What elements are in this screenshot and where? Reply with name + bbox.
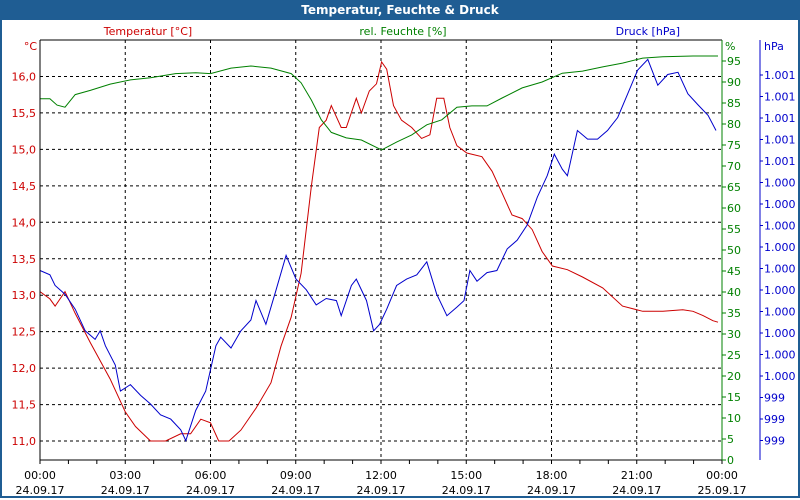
pressure-tick-label: 1.000 <box>764 284 796 297</box>
series-lines <box>39 55 719 442</box>
axes: 00:00 24.09.17 03:00 24.09.17 06:00 24.09.17 0… <box>12 39 796 497</box>
pressure-tick-label: 1.000 <box>764 241 796 254</box>
humidity-tick-label: 10 <box>727 412 741 425</box>
pressure-tick-label: 1.000 <box>764 198 796 211</box>
humidity-tick-label: 55 <box>727 223 741 236</box>
x-tick-time: 15:00 <box>450 469 482 482</box>
humidity-tick-label: 5 <box>727 433 734 446</box>
pressure-tick-label: 1.000 <box>764 177 796 190</box>
series-line-temperature <box>39 60 719 442</box>
humidity-tick-label: 40 <box>727 286 741 299</box>
temperature-tick-label: 11,5 <box>12 399 37 412</box>
humidity-tick-label: 50 <box>727 244 741 257</box>
temperature-tick-label: 13,0 <box>12 289 37 302</box>
humidity-tick-label: 75 <box>727 139 741 152</box>
temperature-unit: °C <box>24 40 38 53</box>
x-tick-time: 06:00 <box>195 469 227 482</box>
series-line-humidity <box>40 55 718 151</box>
humidity-tick-label: 70 <box>727 160 741 173</box>
temperature-tick-label: 16,0 <box>12 70 37 83</box>
humidity-tick-label: 60 <box>727 202 741 215</box>
humidity-tick-label: 90 <box>727 76 741 89</box>
pressure-tick-label: 1.000 <box>764 306 796 319</box>
humidity-tick-label: 0 <box>727 454 734 467</box>
x-tick-date: 24.09.17 <box>442 484 491 497</box>
x-tick-time: 03:00 <box>109 469 141 482</box>
pressure-legend: Druck [hPa] <box>616 25 680 38</box>
temperature-tick-label: 14,5 <box>12 180 37 193</box>
x-tick-date: 24.09.17 <box>612 484 661 497</box>
x-tick-date: 24.09.17 <box>357 484 406 497</box>
series-line-pressure <box>39 58 717 442</box>
humidity-tick-label: 35 <box>727 307 741 320</box>
x-tick-date: 24.09.17 <box>16 484 65 497</box>
x-tick-date: 24.09.17 <box>271 484 320 497</box>
x-tick-date: 24.09.17 <box>186 484 235 497</box>
temperature-tick-label: 11,0 <box>12 435 37 448</box>
pressure-tick-label: 1.000 <box>764 349 796 362</box>
pressure-tick-label: 999 <box>764 435 785 448</box>
humidity-tick-label: 20 <box>727 370 741 383</box>
x-tick-date: 25.09.17 <box>698 484 747 497</box>
x-tick-time: 18:00 <box>536 469 568 482</box>
pressure-tick-label: 1.001 <box>764 155 796 168</box>
temperature-tick-label: 13,5 <box>12 253 37 266</box>
temperature-tick-label: 15,5 <box>12 107 37 120</box>
humidity-tick-label: 65 <box>727 181 741 194</box>
humidity-tick-label: 85 <box>727 97 741 110</box>
temperature-tick-label: 12,0 <box>12 362 37 375</box>
humidity-tick-label: 95 <box>727 55 741 68</box>
temperature-legend: Temperatur [°C] <box>103 25 192 38</box>
window-title: Temperatur, Feuchte & Druck <box>0 0 800 20</box>
x-tick-time: 09:00 <box>280 469 312 482</box>
x-tick-date: 24.09.17 <box>101 484 150 497</box>
humidity-legend: rel. Feuchte [%] <box>359 25 446 38</box>
pressure-tick-label: 1.001 <box>764 134 796 147</box>
pressure-tick-label: 1.000 <box>764 370 796 383</box>
temperature-tick-label: 15,0 <box>12 143 37 156</box>
humidity-tick-label: 25 <box>727 349 741 362</box>
pressure-tick-label: 1.000 <box>764 263 796 276</box>
grid <box>40 40 722 460</box>
pressure-tick-label: 999 <box>764 413 785 426</box>
temperature-tick-label: 14,0 <box>12 216 37 229</box>
x-tick-time: 21:00 <box>621 469 653 482</box>
pressure-tick-label: 1.001 <box>764 69 796 82</box>
pressure-unit: hPa <box>764 40 784 53</box>
temperature-tick-label: 12,5 <box>12 326 37 339</box>
pressure-tick-label: 1.001 <box>764 91 796 104</box>
x-tick-date: 24.09.17 <box>527 484 576 497</box>
x-tick-time: 00:00 <box>706 469 738 482</box>
x-tick-time: 12:00 <box>365 469 397 482</box>
x-tick-time: 00:00 <box>24 469 56 482</box>
pressure-tick-label: 999 <box>764 392 785 405</box>
humidity-tick-label: 30 <box>727 328 741 341</box>
pressure-tick-label: 1.000 <box>764 220 796 233</box>
humidity-unit: % <box>725 40 735 53</box>
humidity-tick-label: 45 <box>727 265 741 278</box>
humidity-tick-label: 15 <box>727 391 741 404</box>
humidity-tick-label: 80 <box>727 118 741 131</box>
pressure-tick-label: 1.001 <box>764 112 796 125</box>
pressure-tick-label: 1.000 <box>764 327 796 340</box>
